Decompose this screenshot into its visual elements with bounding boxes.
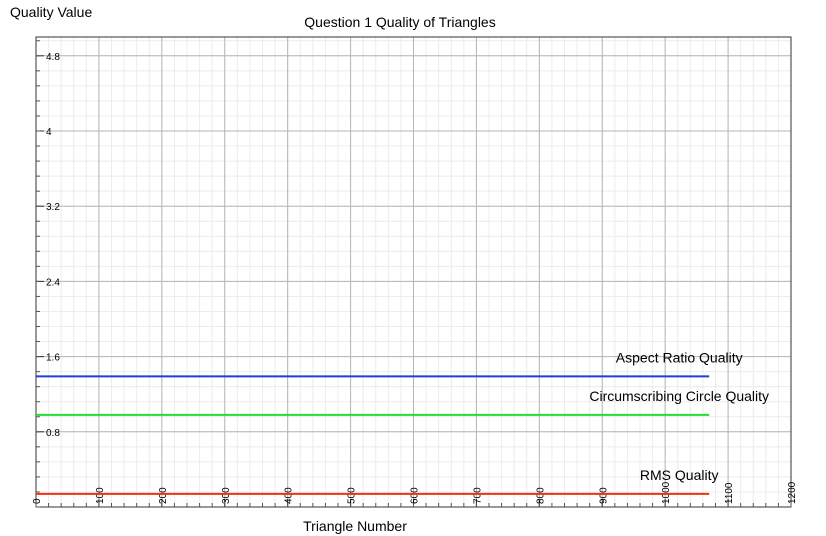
x-tick-label: 200: [158, 487, 169, 504]
x-tick-label: 100: [95, 487, 106, 504]
x-axis-label: Triangle Number: [303, 518, 407, 534]
x-tick-label: 500: [347, 487, 358, 504]
y-tick-label: 2.4: [46, 277, 60, 288]
y-tick-label: 1.6: [46, 353, 60, 364]
major-grid: [35, 37, 792, 507]
x-tick-label: 900: [598, 487, 609, 504]
y-tick-label: 4.8: [46, 52, 60, 63]
y-axis-label: Quality Value: [10, 4, 92, 20]
series-layer: Aspect Ratio Quality Circumscribing Circl…: [36, 349, 769, 495]
y-tick-label: 4: [46, 127, 52, 138]
x-tick-label: 0: [32, 498, 43, 504]
chart-title: Question 1 Quality of Triangles: [304, 14, 495, 30]
x-tick-label: 700: [472, 487, 483, 504]
x-tick-label: 1200: [787, 481, 798, 504]
x-tick-label: 400: [284, 487, 295, 504]
series-label-1: Aspect Ratio Quality: [616, 349, 743, 365]
axis-ticks: 0 100 200 300 400 500 600 700 800 900 1000 1100 1200…: [32, 40, 798, 508]
x-tick-label: 1000: [661, 481, 672, 504]
series-label-3: RMS Quality: [640, 467, 719, 483]
series-label-2: Circumscribing Circle Quality: [589, 388, 769, 404]
y-tick-label: 0.8: [46, 428, 60, 439]
y-tick-label: 3.2: [46, 202, 60, 213]
x-tick-label: 800: [535, 487, 546, 504]
x-tick-label: 1100: [724, 482, 735, 504]
x-tick-label: 300: [221, 487, 232, 504]
x-tick-label: 600: [410, 487, 421, 504]
